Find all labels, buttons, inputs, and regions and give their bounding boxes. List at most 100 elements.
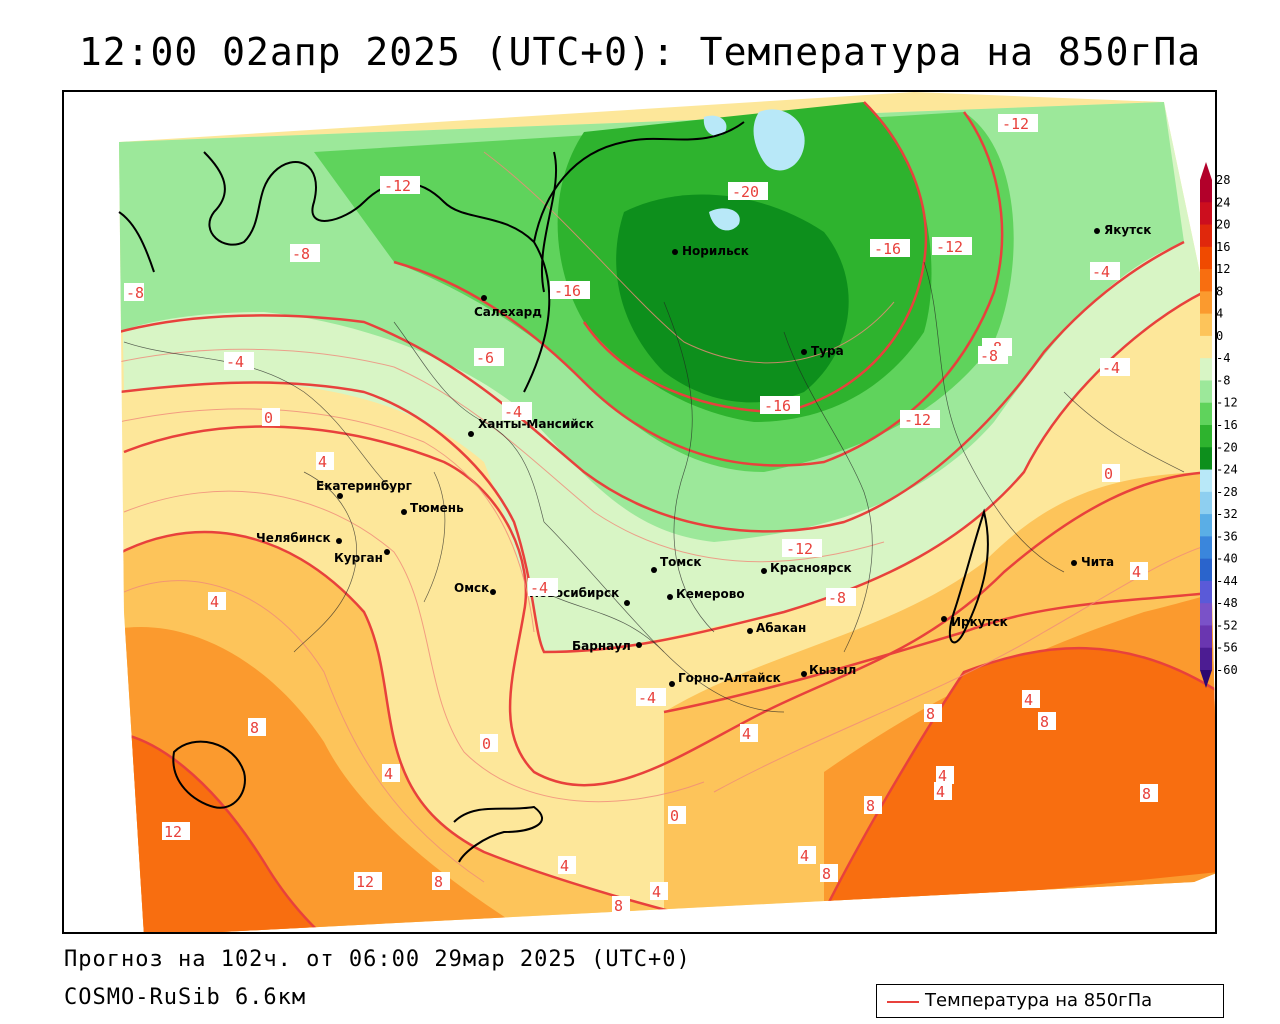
- isotherm-label: -12: [900, 410, 940, 429]
- svg-text:-12: -12: [786, 540, 813, 558]
- city-chita: Чита: [1071, 555, 1114, 569]
- isotherm-label: 4: [208, 592, 226, 611]
- scale-swatch: [1200, 425, 1212, 448]
- scale-tick-label: -36: [1216, 529, 1238, 543]
- scale-swatch: [1200, 269, 1212, 292]
- isotherm-label: -16: [760, 396, 800, 415]
- svg-text:-16: -16: [874, 240, 901, 258]
- isotherm-label: -4: [1090, 262, 1120, 281]
- city-norilsk: Норильск: [672, 244, 749, 258]
- map-canvas: Якутск Норильск Салехард Тура Ханты-Манс…: [64, 92, 1215, 932]
- isotherm-label: -4: [502, 402, 532, 421]
- isotherm-label: 4: [316, 452, 334, 471]
- scale-swatch: [1200, 224, 1212, 248]
- svg-text:Тура: Тура: [811, 344, 844, 358]
- svg-text:Омск: Омск: [454, 581, 489, 595]
- isotherm-labels: -12 -20 -16 -12 -8 -16 -4 -12 -8 -8 -6 -…: [124, 114, 1158, 915]
- isotherm-label: 4: [558, 856, 576, 875]
- scale-swatch: [1200, 469, 1212, 493]
- svg-text:0: 0: [670, 807, 679, 825]
- city-kyzyl: Кызыл: [801, 663, 856, 677]
- isotherm-label: -4: [528, 578, 558, 597]
- svg-text:8: 8: [614, 897, 623, 915]
- scale-swatch: [1200, 491, 1212, 515]
- svg-text:4: 4: [800, 847, 809, 865]
- svg-text:Чита: Чита: [1081, 555, 1114, 569]
- svg-text:-4: -4: [530, 579, 548, 597]
- isotherm-label: -12: [998, 114, 1038, 133]
- isotherm-label: 4: [382, 764, 400, 783]
- svg-text:8: 8: [1040, 713, 1049, 731]
- scale-tick-label: -44: [1216, 574, 1238, 588]
- city-kemerovo: Кемерово: [667, 587, 745, 601]
- svg-text:12: 12: [356, 873, 374, 891]
- svg-text:4: 4: [652, 883, 661, 901]
- scale-swatch: [1200, 603, 1212, 626]
- isotherm-label: 4: [1130, 562, 1148, 581]
- isotherm-label: 0: [480, 734, 498, 753]
- scale-swatch: [1200, 514, 1212, 537]
- svg-text:8: 8: [866, 797, 875, 815]
- svg-text:4: 4: [936, 783, 945, 801]
- svg-text:-16: -16: [764, 397, 791, 415]
- scale-tick-label: 4: [1216, 307, 1223, 321]
- forecast-info: Прогноз на 102ч. от 06:00 29мар 2025 (UT…: [64, 947, 691, 972]
- city-markers: Якутск Норильск Салехард Тура Ханты-Манс…: [256, 223, 1151, 687]
- scale-top-arrow: [1200, 162, 1212, 180]
- svg-text:8: 8: [822, 865, 831, 883]
- scale-tick-label: -12: [1216, 396, 1238, 410]
- svg-text:Тюмень: Тюмень: [410, 501, 464, 515]
- scale-swatch: [1200, 202, 1212, 226]
- isotherm-label: -12: [932, 237, 972, 256]
- coastlines: [118, 121, 989, 863]
- temperature-map: Якутск Норильск Салехард Тура Ханты-Манс…: [62, 90, 1217, 934]
- scale-tick-label: -56: [1216, 641, 1238, 655]
- city-krasnoyarsk: Красноярск: [761, 561, 852, 575]
- isotherm-label: -8: [124, 283, 144, 302]
- isotherm-label: 12: [354, 872, 382, 891]
- scale-tick-label: -28: [1216, 485, 1238, 499]
- svg-text:Кемерово: Кемерово: [676, 587, 745, 601]
- scale-tick-label: -48: [1216, 596, 1238, 610]
- scale-swatch: [1200, 580, 1212, 604]
- svg-text:-4: -4: [226, 353, 244, 371]
- svg-text:8: 8: [434, 873, 443, 891]
- svg-text:Горно-Алтайск: Горно-Алтайск: [678, 671, 781, 685]
- scale-tick-label: -20: [1216, 440, 1238, 454]
- isotherm-label: -12: [782, 539, 822, 558]
- isotherm-label: -8: [826, 588, 856, 607]
- temperature-field: [119, 92, 1215, 932]
- svg-text:12: 12: [164, 823, 182, 841]
- svg-text:Томск: Томск: [660, 555, 702, 569]
- svg-text:8: 8: [1142, 785, 1151, 803]
- scale-swatch: [1200, 335, 1212, 359]
- svg-text:Норильск: Норильск: [682, 244, 749, 258]
- city-tura: Тура: [801, 344, 844, 358]
- svg-text:-8: -8: [828, 589, 846, 607]
- legend: Температура на 850гПа: [876, 984, 1224, 1018]
- svg-text:Красноярск: Красноярск: [770, 561, 852, 575]
- color-scale: 28 24 20 16 12 8 4 0 -4 -8 -12 -16 -20 -24 -28 -32 -36 -4…: [1200, 162, 1238, 688]
- scale-tick-label: -52: [1216, 618, 1238, 632]
- city-abakan: Абакан: [747, 621, 806, 635]
- svg-text:4: 4: [1132, 563, 1141, 581]
- isotherm-label: 4: [936, 766, 954, 785]
- scale-tick-label: 24: [1216, 195, 1230, 209]
- city-khanty-mansiysk: Ханты-Мансийск: [468, 417, 594, 437]
- svg-text:Курган: Курган: [334, 551, 383, 565]
- city-chelyabinsk: Челябинск: [256, 531, 342, 545]
- svg-text:-8: -8: [980, 347, 998, 365]
- svg-text:-12: -12: [936, 238, 963, 256]
- scale-tick-label: -60: [1216, 663, 1238, 677]
- scale-tick-label: 12: [1216, 262, 1230, 276]
- svg-text:Барнаул: Барнаул: [572, 639, 631, 653]
- isotherm-label: -4: [224, 352, 254, 371]
- scale-tick-label: -4: [1216, 351, 1230, 365]
- scale-swatch: [1200, 558, 1212, 582]
- scale-swatch: [1200, 447, 1212, 471]
- scale-tick-label: 20: [1216, 218, 1230, 232]
- isotherm-label: 0: [668, 806, 686, 825]
- svg-text:0: 0: [264, 409, 273, 427]
- scale-swatch: [1200, 647, 1212, 671]
- isotherm-label: 0: [1102, 464, 1120, 483]
